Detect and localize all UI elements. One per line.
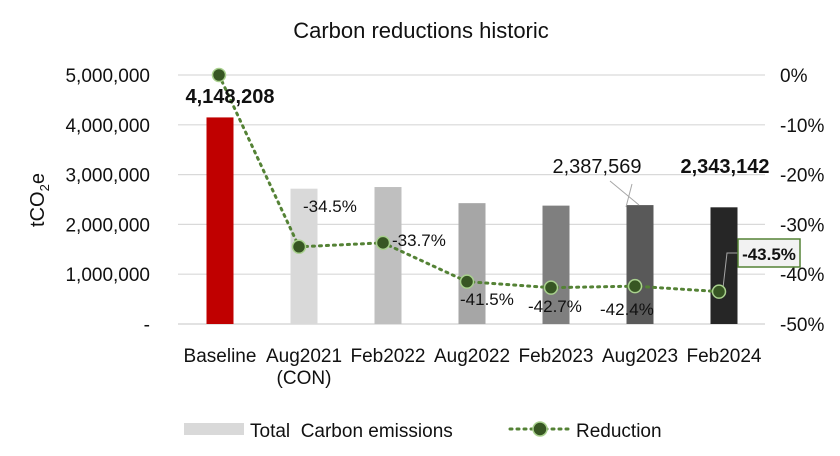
- legend-line-label: Reduction: [576, 421, 662, 442]
- bar: [458, 203, 486, 324]
- bar: [542, 205, 570, 324]
- y-tick-label: -: [144, 315, 150, 336]
- reduction-marker: [375, 235, 391, 251]
- leader-line: [722, 252, 738, 289]
- legend-bar-swatch: [184, 423, 244, 435]
- reduction-data-label: -42.4%: [600, 300, 654, 319]
- x-tick-label: Aug2021: [266, 346, 342, 367]
- y2-tick-label: -10%: [780, 116, 824, 137]
- y-tick-label: 1,000,000: [65, 265, 150, 286]
- y-tick-label: 2,000,000: [65, 215, 150, 236]
- highlight-label-box: [737, 238, 801, 268]
- y-tick-label: 3,000,000: [65, 166, 150, 187]
- reduction-data-label: -33.7%: [392, 231, 446, 250]
- reduction-data-label: -43.5%: [742, 245, 796, 264]
- reduction-marker: [711, 284, 727, 299]
- x-tick-label: Aug2022: [434, 346, 510, 367]
- reduction-marker: [291, 239, 307, 255]
- y2-tick-label: -20%: [780, 166, 824, 187]
- legend-line-marker: [532, 421, 548, 437]
- leader-line: [625, 183, 633, 208]
- y-tick-label: 5,000,000: [65, 66, 150, 87]
- chart-title: Carbon reductions historic: [293, 18, 549, 43]
- legend: Total Carbon emissions Reduction: [184, 421, 662, 442]
- reduction-marker: [459, 274, 475, 289]
- bar-data-label: 4,148,208: [186, 86, 275, 108]
- x-tick-label: Feb2022: [350, 346, 425, 367]
- legend-bar-label: Total Carbon emissions: [250, 421, 453, 442]
- bar: [374, 187, 402, 324]
- x-tick-label: Feb2023: [518, 346, 593, 367]
- reduction-marker: [627, 278, 643, 294]
- reduction-data-label: -41.5%: [460, 290, 514, 309]
- reduction-data-label: -42.7%: [528, 297, 582, 316]
- y-axis-label: tCO2e: [27, 173, 52, 227]
- y2-tick-label: -30%: [780, 215, 824, 236]
- x-tick-label: Feb2024: [686, 346, 761, 367]
- x-tick-label: Baseline: [184, 346, 257, 367]
- x-tick-label: Aug2023: [602, 346, 678, 367]
- bar: [626, 205, 654, 324]
- bar: [206, 117, 234, 324]
- y-tick-label: 4,000,000: [65, 116, 150, 137]
- bar: [710, 207, 738, 324]
- y2-tick-label: -50%: [780, 315, 824, 336]
- x-tick-label: (CON): [277, 368, 332, 389]
- leader-line: [609, 180, 640, 206]
- y2-tick-label: -40%: [780, 265, 824, 286]
- reduction-data-label: -34.5%: [303, 197, 357, 216]
- bar: [290, 188, 318, 324]
- reduction-marker: [543, 280, 559, 295]
- bar-data-label: 2,387,569: [553, 156, 642, 178]
- reduction-marker: [211, 67, 227, 83]
- bar-data-label: 2,343,142: [681, 156, 770, 178]
- y2-tick-label: 0%: [780, 66, 808, 87]
